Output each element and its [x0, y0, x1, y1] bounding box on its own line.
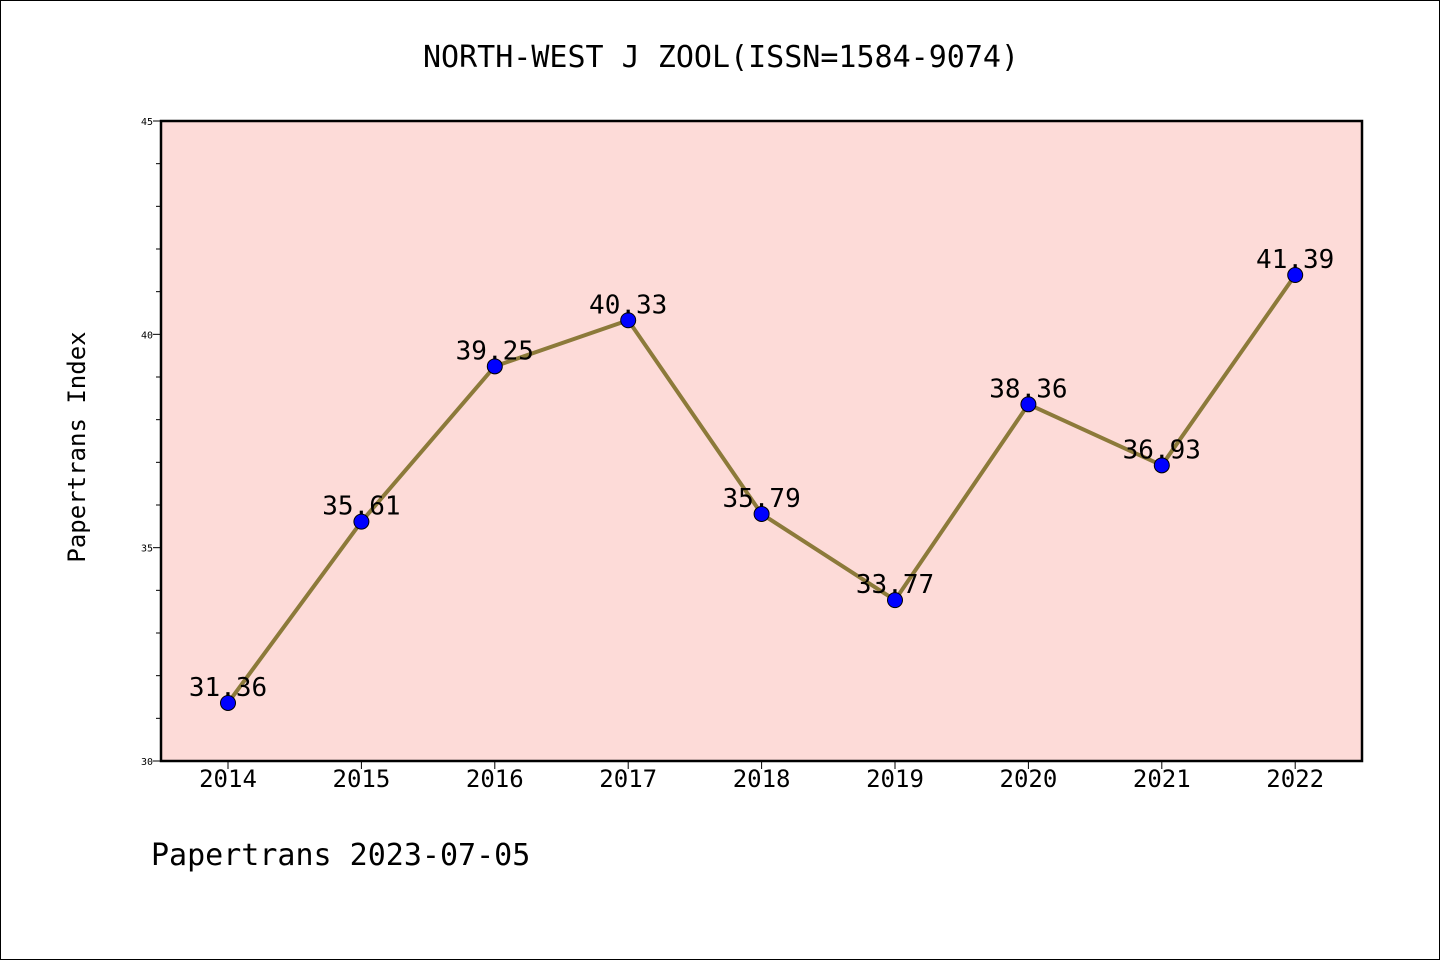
x-tick-label: 2021: [1133, 765, 1191, 793]
data-label-2022: 41.39: [1256, 245, 1334, 275]
y-tick-label: 30: [141, 757, 153, 768]
data-point-2016: [486, 358, 503, 375]
footer-date: Papertrans 2023-07-05: [151, 838, 530, 873]
x-axis: 2014 2015 2016 2017 2018 2019 2020 2021 2022: [199, 761, 1324, 793]
x-tick-label: 2015: [333, 765, 391, 793]
data-point-2022: [1287, 267, 1304, 284]
data-point-2014: [220, 694, 236, 711]
data-label-2017: 40.33: [589, 290, 667, 320]
chart-title: NORTH-WEST J ZOOL(ISSN=1584-9074): [423, 40, 1019, 75]
data-label-2015: 35.61: [322, 492, 400, 522]
data-point-2017: [620, 312, 637, 329]
y-tick-label: 40: [141, 330, 153, 341]
data-label-2018: 35.79: [722, 484, 800, 514]
x-tick-label: 2018: [733, 765, 791, 793]
y-axis-title: Papertrans Index: [63, 331, 91, 562]
data-markers: [220, 267, 1304, 711]
data-labels: 31.36 35.61 39.25 40.33 35.79 33.77 38.36 36.93…: [189, 245, 1334, 703]
data-point-2021: [1153, 457, 1170, 474]
data-label-2019: 33.77: [856, 570, 934, 600]
data-point-2019: [887, 592, 903, 609]
data-point-2015: [353, 513, 370, 530]
plot-area: [159, 119, 1364, 763]
data-label-2014: 31.36: [189, 673, 267, 703]
x-tick-label: 2014: [199, 765, 257, 793]
y-axis: 30 35 40 45: [141, 117, 161, 768]
x-tick-label: 2017: [599, 765, 657, 793]
x-tick-label: 2016: [466, 765, 524, 793]
x-tick-label: 2020: [1000, 765, 1058, 793]
data-label-2020: 38.36: [989, 374, 1067, 404]
x-tick-label: 2022: [1266, 765, 1324, 793]
data-point-2020: [1020, 396, 1037, 413]
y-tick-label: 35: [141, 544, 153, 555]
data-label-2016: 39.25: [456, 336, 534, 366]
y-tick-label: 45: [141, 117, 153, 128]
x-tick-label: 2019: [866, 765, 924, 793]
data-point-2018: [753, 505, 770, 522]
data-label-2021: 36.93: [1123, 435, 1201, 465]
